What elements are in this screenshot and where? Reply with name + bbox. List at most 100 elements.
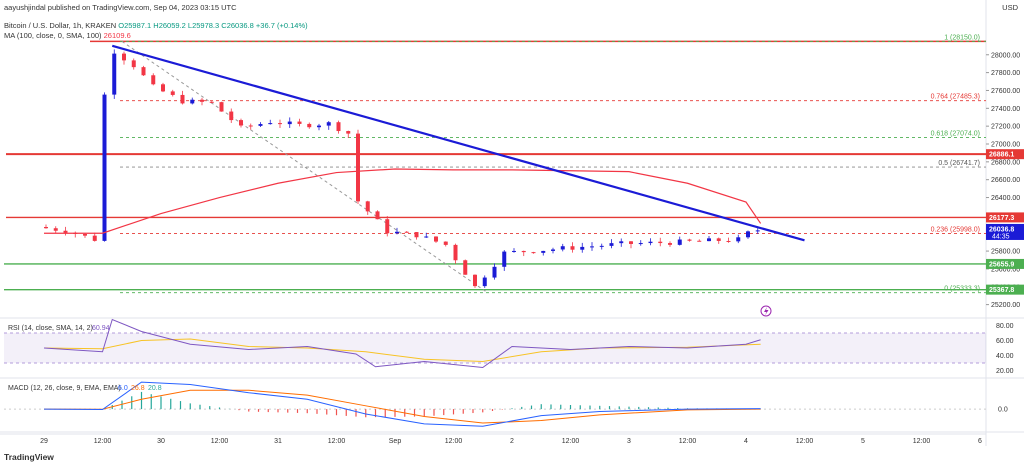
- candle: [365, 200, 370, 215]
- candle-body: [190, 99, 195, 104]
- ma-legend[interactable]: MA (100, close, 0, SMA, 100) 26109.6: [4, 31, 131, 40]
- candle: [482, 275, 487, 288]
- level-price-tag: [986, 212, 1024, 223]
- candle: [531, 251, 536, 254]
- ma-legend-label: MA (100, close, 0, SMA, 100): [4, 31, 102, 40]
- candle-body: [239, 120, 243, 126]
- symbol-name: Bitcoin / U.S. Dollar, 1h, KRAKEN: [4, 21, 117, 30]
- rsi-tick-label: 20.00: [996, 368, 1014, 375]
- candle: [151, 73, 156, 86]
- candle: [668, 241, 672, 247]
- candle: [560, 243, 565, 252]
- time-tick-label: 12:00: [211, 438, 229, 445]
- fib-diagonal: [121, 40, 488, 294]
- time-tick-label: 12:00: [679, 438, 697, 445]
- candle: [648, 238, 653, 246]
- time-tick-label: 29: [40, 438, 48, 445]
- candle: [619, 238, 624, 247]
- price-tick-label: 25800.00: [991, 249, 1020, 256]
- candle: [590, 242, 594, 251]
- price-tick-label: 25600.00: [991, 266, 1020, 273]
- bearish-trendline: [111, 44, 805, 242]
- candle: [746, 230, 750, 239]
- candle-body: [590, 246, 594, 248]
- candle-body: [599, 245, 604, 247]
- candle-body: [141, 67, 146, 76]
- candle-body: [677, 239, 682, 245]
- candle-body: [248, 125, 253, 127]
- lightning-icon: [760, 305, 772, 317]
- candle-body: [63, 230, 68, 233]
- candle: [726, 237, 731, 243]
- candle-body: [180, 94, 185, 104]
- candle: [521, 250, 526, 257]
- candle: [736, 234, 741, 244]
- macd-line: [43, 381, 761, 427]
- price-tick-label: 26600.00: [991, 177, 1020, 184]
- candle: [229, 108, 234, 123]
- candle-body: [531, 252, 536, 254]
- candle-body: [102, 94, 107, 241]
- candle: [473, 274, 477, 288]
- rsi-tick-label: 40.00: [996, 353, 1014, 360]
- candle: [687, 238, 692, 242]
- candle-body: [395, 231, 399, 234]
- rsi-tick-label: 60.00: [996, 338, 1014, 345]
- bar-countdown-label: 44:35: [992, 233, 1010, 240]
- price-tick-label: 27800.00: [991, 70, 1020, 77]
- candle-body: [414, 232, 419, 238]
- price-tick-label: 27200.00: [991, 124, 1020, 131]
- candle-body: [697, 240, 702, 242]
- time-tick-label: 2: [510, 438, 514, 445]
- price-tick-label: 26400.00: [991, 195, 1020, 202]
- candle-body: [170, 91, 175, 95]
- macd-legend-value: 20.8: [148, 385, 162, 392]
- candle-body: [580, 246, 585, 250]
- time-tick-label: 6: [978, 438, 982, 445]
- candle: [239, 118, 243, 128]
- fib-level-label: 0.236 (25998.0): [931, 226, 980, 233]
- candle-body: [443, 241, 448, 245]
- candle-body: [609, 243, 614, 246]
- candle-body: [278, 123, 282, 125]
- candle-body: [482, 277, 487, 287]
- candle-body: [229, 111, 234, 121]
- candle: [317, 123, 321, 131]
- candle: [375, 210, 380, 220]
- candle: [131, 58, 136, 70]
- candle-body: [297, 121, 302, 124]
- ohlc-high: H26059.2: [153, 21, 186, 30]
- time-tick-label: 12:00: [796, 438, 814, 445]
- candle-body: [336, 122, 341, 132]
- candle-body: [112, 53, 117, 95]
- ohlc-close: C26036.8: [221, 21, 254, 30]
- time-tick-label: 5: [861, 438, 865, 445]
- candle: [161, 82, 165, 93]
- candle-body: [453, 244, 458, 261]
- candle-body: [424, 236, 429, 238]
- candle: [102, 92, 107, 242]
- candle: [141, 65, 146, 77]
- current-price-tag: [986, 223, 1024, 240]
- candle: [580, 242, 585, 253]
- rsi-tick-label: 80.00: [996, 323, 1014, 330]
- candle: [638, 240, 643, 246]
- candle-body: [551, 249, 555, 251]
- candle: [716, 237, 721, 244]
- candle: [502, 250, 507, 271]
- symbol-ohlc-line: Bitcoin / U.S. Dollar, 1h, KRAKEN O25987…: [4, 21, 308, 30]
- candle: [170, 89, 175, 97]
- tradingview-logo[interactable]: TradingView: [4, 452, 54, 462]
- candle-body: [687, 239, 692, 241]
- candle-body: [560, 246, 565, 250]
- candle: [356, 129, 360, 204]
- ohlc-open: O25987.1: [118, 21, 152, 30]
- candle: [707, 236, 711, 242]
- ohlc-change: +36.7 (+0.14%): [255, 21, 308, 30]
- fib-level-label: 0.5 (26741.7): [938, 160, 980, 167]
- candle: [551, 247, 555, 254]
- price-tick-label: 25200.00: [991, 302, 1020, 309]
- candle: [73, 231, 78, 238]
- candle-body: [385, 219, 390, 234]
